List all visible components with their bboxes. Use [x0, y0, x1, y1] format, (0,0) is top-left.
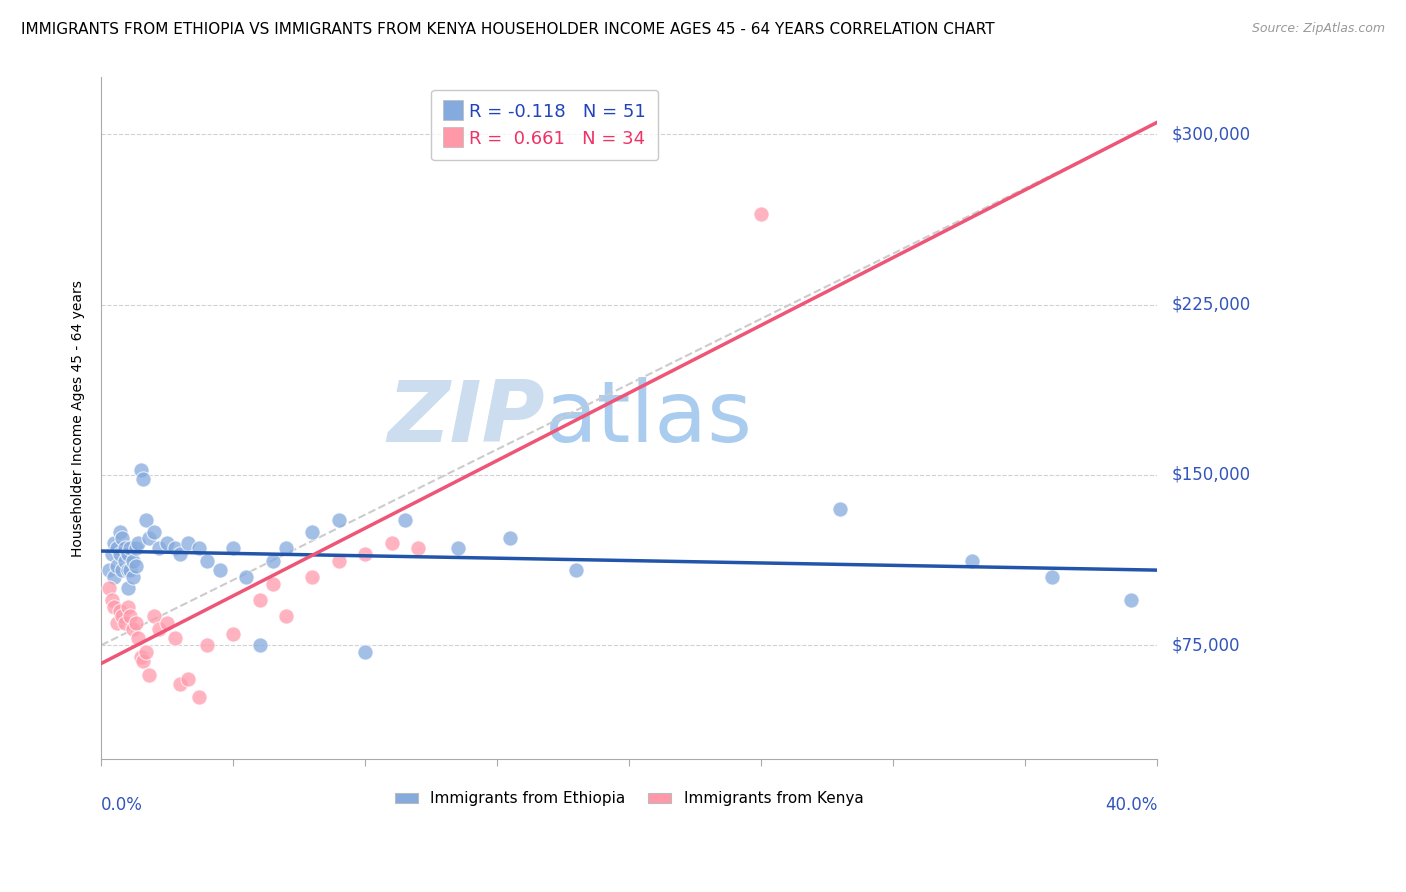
Point	[108, 524, 131, 539]
Point	[124, 541, 146, 555]
Point	[156, 536, 179, 550]
Text: $75,000: $75,000	[1171, 636, 1240, 654]
Point	[222, 627, 245, 641]
Point	[143, 608, 166, 623]
Point	[565, 563, 588, 577]
Point	[103, 536, 125, 550]
Point	[148, 541, 170, 555]
Text: 0.0%: 0.0%	[101, 797, 143, 814]
Point	[117, 548, 139, 562]
Point	[120, 608, 142, 623]
Point	[114, 554, 136, 568]
Point	[124, 558, 146, 573]
Point	[108, 548, 131, 562]
Point	[111, 532, 134, 546]
Point	[169, 548, 191, 562]
Point	[328, 513, 350, 527]
Point	[105, 558, 128, 573]
Point	[138, 532, 160, 546]
Point	[274, 541, 297, 555]
Point	[195, 638, 218, 652]
Point	[105, 541, 128, 555]
Point	[114, 615, 136, 630]
Point	[100, 592, 122, 607]
Point	[262, 577, 284, 591]
Point	[135, 645, 157, 659]
Point	[103, 570, 125, 584]
Point	[120, 541, 142, 555]
Text: $150,000: $150,000	[1171, 466, 1250, 483]
Text: 40.0%: 40.0%	[1105, 797, 1157, 814]
Point	[301, 524, 323, 539]
Point	[117, 599, 139, 614]
Point	[328, 554, 350, 568]
Point	[143, 524, 166, 539]
Point	[117, 563, 139, 577]
Point	[100, 548, 122, 562]
Point	[354, 645, 377, 659]
Y-axis label: Householder Income Ages 45 - 64 years: Householder Income Ages 45 - 64 years	[72, 280, 86, 557]
Point	[187, 541, 209, 555]
Point	[1040, 570, 1063, 584]
Point	[381, 536, 404, 550]
Text: $225,000: $225,000	[1171, 295, 1250, 314]
Point	[177, 536, 200, 550]
Point	[111, 563, 134, 577]
Point	[98, 582, 121, 596]
Point	[354, 548, 377, 562]
Point	[165, 632, 187, 646]
Point	[127, 632, 149, 646]
Point	[117, 582, 139, 596]
Point	[98, 563, 121, 577]
Point	[132, 654, 155, 668]
Point	[114, 541, 136, 555]
Point	[195, 554, 218, 568]
Point	[124, 615, 146, 630]
Point	[120, 563, 142, 577]
Point	[165, 541, 187, 555]
Point	[301, 570, 323, 584]
Text: Source: ZipAtlas.com: Source: ZipAtlas.com	[1251, 22, 1385, 36]
Point	[249, 592, 271, 607]
Point	[446, 541, 468, 555]
Point	[749, 207, 772, 221]
Point	[103, 599, 125, 614]
Point	[262, 554, 284, 568]
Point	[129, 649, 152, 664]
Text: $300,000: $300,000	[1171, 125, 1250, 144]
Point	[138, 667, 160, 681]
Point	[177, 673, 200, 687]
Text: atlas: atlas	[544, 376, 752, 459]
Point	[105, 615, 128, 630]
Point	[274, 608, 297, 623]
Point	[830, 502, 852, 516]
Point	[406, 541, 429, 555]
Point	[222, 541, 245, 555]
Point	[127, 536, 149, 550]
Point	[132, 472, 155, 486]
Point	[108, 604, 131, 618]
Point	[187, 690, 209, 705]
Point	[148, 623, 170, 637]
Point	[208, 563, 231, 577]
Point	[249, 638, 271, 652]
Point	[1119, 592, 1142, 607]
Legend: Immigrants from Ethiopia, Immigrants from Kenya: Immigrants from Ethiopia, Immigrants fro…	[389, 785, 869, 813]
Point	[394, 513, 416, 527]
Point	[122, 570, 145, 584]
Point	[499, 532, 522, 546]
Point	[169, 677, 191, 691]
Point	[111, 608, 134, 623]
Point	[962, 554, 984, 568]
Point	[235, 570, 257, 584]
Point	[122, 554, 145, 568]
Point	[135, 513, 157, 527]
Text: ZIP: ZIP	[387, 376, 544, 459]
Point	[129, 463, 152, 477]
Point	[122, 623, 145, 637]
Text: IMMIGRANTS FROM ETHIOPIA VS IMMIGRANTS FROM KENYA HOUSEHOLDER INCOME AGES 45 - 6: IMMIGRANTS FROM ETHIOPIA VS IMMIGRANTS F…	[21, 22, 994, 37]
Point	[156, 615, 179, 630]
